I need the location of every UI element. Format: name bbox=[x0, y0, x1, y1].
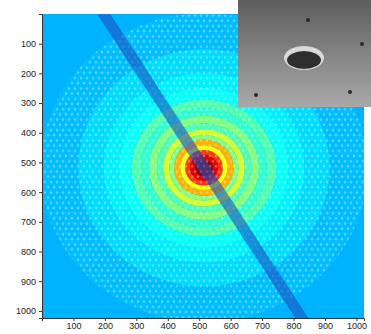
dot bbox=[360, 42, 364, 46]
tick-label: 300 bbox=[129, 321, 144, 331]
tick: 1000 bbox=[16, 306, 42, 316]
tick-label: 700 bbox=[255, 321, 270, 331]
tick: 200 bbox=[98, 318, 113, 331]
dot bbox=[254, 93, 258, 97]
tick: 900 bbox=[318, 318, 333, 331]
tick-label: 400 bbox=[21, 128, 36, 138]
dot bbox=[306, 18, 310, 22]
tick-label: 100 bbox=[66, 321, 81, 331]
tick: 900 bbox=[21, 277, 42, 287]
tick: 600 bbox=[21, 188, 42, 198]
tick: 500 bbox=[192, 318, 207, 331]
tick-label: 300 bbox=[21, 98, 36, 108]
tick-label: 500 bbox=[192, 321, 207, 331]
inset-background bbox=[238, 0, 371, 107]
tick: 400 bbox=[21, 128, 42, 138]
tick-mark bbox=[39, 281, 42, 282]
tick: 700 bbox=[21, 217, 42, 227]
tick-label: 800 bbox=[21, 247, 36, 257]
tick-mark bbox=[39, 133, 42, 134]
tick: 800 bbox=[21, 247, 42, 257]
tick-label: 600 bbox=[224, 321, 239, 331]
tick-label: 200 bbox=[98, 321, 113, 331]
axis-line bbox=[39, 15, 43, 319]
inset-image bbox=[238, 0, 371, 107]
beamstop-shadow bbox=[42, 14, 364, 318]
tick: 500 bbox=[21, 158, 42, 168]
dot bbox=[348, 90, 352, 94]
y-axis: 100 200 300 400 500 600 700 800 900 1000 bbox=[16, 15, 43, 319]
tick-mark bbox=[39, 103, 42, 104]
tick-label: 600 bbox=[21, 188, 36, 198]
tick: 400 bbox=[161, 318, 176, 331]
tick-mark bbox=[39, 73, 42, 74]
tick-mark bbox=[39, 162, 42, 163]
x-axis: 100 200 300 400 500 600 700 800 900 1000 bbox=[43, 318, 367, 331]
hole-rim bbox=[284, 46, 324, 70]
tick: 300 bbox=[21, 98, 42, 108]
tick: 800 bbox=[287, 318, 302, 331]
tick-label: 100 bbox=[21, 39, 36, 49]
tick-label: 1000 bbox=[347, 321, 367, 331]
tick-label: 900 bbox=[21, 277, 36, 287]
tick-label: 200 bbox=[21, 69, 36, 79]
tick-label: 800 bbox=[287, 321, 302, 331]
tick-mark bbox=[39, 44, 42, 45]
tick: 300 bbox=[129, 318, 144, 331]
tick: 200 bbox=[21, 69, 42, 79]
tick-mark bbox=[39, 192, 42, 193]
tick-label: 900 bbox=[318, 321, 333, 331]
tick-label: 1000 bbox=[16, 306, 36, 316]
tick-label: 400 bbox=[161, 321, 176, 331]
tick: 100 bbox=[21, 39, 42, 49]
tick-label: 700 bbox=[21, 217, 36, 227]
tick: 700 bbox=[255, 318, 270, 331]
hole bbox=[287, 51, 321, 69]
tick-mark bbox=[39, 252, 42, 253]
tick: 600 bbox=[224, 318, 239, 331]
chart: 100 200 300 400 500 600 700 800 900 1000 100 200 300… bbox=[0, 0, 371, 334]
tick-mark bbox=[39, 311, 42, 312]
plot-area bbox=[42, 14, 364, 318]
tick-label: 500 bbox=[21, 158, 36, 168]
tick: 100 bbox=[66, 318, 81, 331]
tick-mark bbox=[39, 222, 42, 223]
tick: 1000 bbox=[347, 318, 367, 331]
